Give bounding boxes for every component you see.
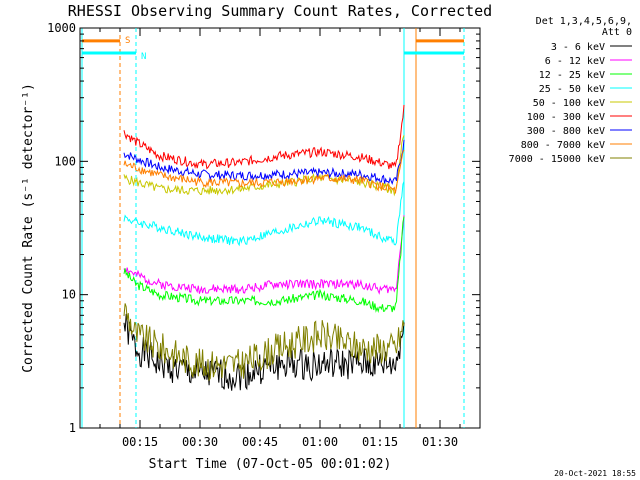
legend-label: 50 - 100 keV bbox=[533, 98, 605, 109]
chart-title: RHESSI Observing Summary Count Rates, Co… bbox=[68, 2, 492, 20]
x-tick-label: 00:15 bbox=[122, 435, 158, 449]
series-line-0 bbox=[123, 313, 405, 391]
legend-label: 25 - 50 keV bbox=[539, 84, 605, 95]
x-tick-label: 01:15 bbox=[362, 435, 398, 449]
y-tick-label: 1 bbox=[69, 421, 76, 435]
y-tick-label: 10 bbox=[62, 288, 76, 302]
x-tick-label: 00:45 bbox=[242, 435, 278, 449]
series-line-1 bbox=[123, 215, 405, 295]
legend-label: 100 - 300 keV bbox=[527, 112, 605, 123]
series-line-6 bbox=[123, 139, 405, 186]
state-label-s: S bbox=[125, 36, 130, 46]
x-tick-label: 01:00 bbox=[302, 435, 338, 449]
legend-header: Att 0 bbox=[602, 27, 632, 38]
series-line-3 bbox=[123, 181, 405, 247]
legend: Det 1,3,4,5,6,9,Att 0 3 - 6 keV 6 - 12 keV… bbox=[509, 16, 632, 165]
legend-label: 6 - 12 keV bbox=[545, 56, 605, 67]
state-label-n: N bbox=[141, 52, 146, 62]
y-tick-label: 100 bbox=[54, 154, 76, 168]
series-line-5 bbox=[123, 104, 405, 170]
series-line-7 bbox=[123, 149, 405, 194]
state-marker-layer: SN bbox=[81, 28, 465, 428]
series-line-8 bbox=[123, 303, 405, 382]
x-tick-label: 01:30 bbox=[422, 435, 458, 449]
legend-label: 3 - 6 keV bbox=[551, 42, 605, 53]
series-layer bbox=[123, 104, 405, 391]
legend-label: 7000 - 15000 keV bbox=[509, 154, 605, 165]
x-axis-label: Start Time (07-Oct-05 00:01:02) bbox=[149, 457, 392, 472]
series-line-4 bbox=[123, 135, 405, 197]
legend-header: Det 1,3,4,5,6,9, bbox=[536, 16, 632, 27]
legend-label: 800 - 7000 keV bbox=[521, 140, 605, 151]
x-tick-label: 00:30 bbox=[182, 435, 218, 449]
y-tick-label: 1000 bbox=[47, 21, 76, 35]
legend-label: 12 - 25 keV bbox=[539, 70, 605, 81]
legend-label: 300 - 800 keV bbox=[527, 126, 605, 137]
timestamp: 20-Oct-2021 18:55 bbox=[554, 469, 636, 478]
series-line-2 bbox=[123, 216, 405, 313]
axes-layer: 00:15 00:30 00:45 01:00 01:15 01:30 1 10 100 1000 bbox=[47, 21, 481, 449]
y-axis-label: Corrected Count Rate (s⁻¹ detector⁻¹) bbox=[21, 83, 36, 373]
